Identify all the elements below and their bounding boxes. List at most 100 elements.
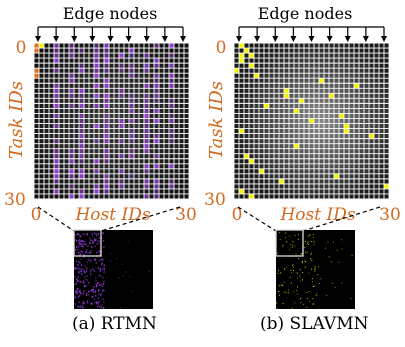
matrix-cell (144, 63, 149, 69)
thumb-dot (76, 278, 78, 280)
thumb-dot (285, 232, 287, 234)
matrix-cell (169, 183, 174, 189)
thumb-dot (76, 293, 78, 295)
matrix-cell (54, 163, 59, 169)
thumb-dot (86, 249, 88, 251)
thumb-dot (96, 239, 98, 242)
thumb-dot (302, 272, 304, 274)
thumb-dot (309, 235, 311, 237)
thumb-dot (98, 259, 100, 262)
thumb-dot (351, 254, 353, 256)
thumb-dot (92, 288, 94, 291)
matrix-cell (69, 183, 74, 189)
matrix-cell (154, 78, 159, 84)
matrix-cell (244, 153, 249, 159)
matrix-cell (129, 103, 134, 109)
thumb-dot (90, 269, 92, 271)
thumb-dot (86, 267, 88, 270)
matrix-cell (144, 113, 149, 119)
thumb-dot (101, 258, 103, 261)
matrix-cell (69, 193, 74, 199)
thumb-dot (328, 256, 330, 258)
thumb-dot (76, 267, 78, 269)
matrix-cell (384, 183, 389, 189)
matrix-cell (169, 73, 174, 79)
matrix-cell (54, 153, 59, 159)
matrix-cell (129, 153, 134, 159)
thumb-dot (311, 278, 313, 280)
matrix-cell (119, 93, 124, 99)
thumb-dot (341, 239, 343, 241)
matrix-cell (79, 118, 84, 124)
thumb-dot (99, 251, 101, 253)
thumb-dot (277, 252, 279, 254)
matrix-cells (234, 43, 389, 199)
thumb-dot (298, 275, 300, 277)
matrix-cell (169, 163, 174, 169)
matrix-cell (69, 88, 74, 94)
thumb-dot (102, 307, 104, 309)
thumb-dot (297, 293, 298, 295)
thumb-dot (82, 233, 84, 236)
matrix-cell (104, 58, 109, 64)
thumb-dot (110, 260, 112, 262)
thumb-dot (84, 276, 86, 278)
thumb-dot (127, 240, 129, 242)
arrow-head (326, 36, 333, 42)
thumb-dot (79, 268, 81, 270)
thumb-dot (304, 241, 306, 242)
thumb-dot (95, 290, 97, 292)
thumb-dot (292, 244, 294, 246)
thumb-dot (80, 264, 82, 266)
matrix-cell (54, 48, 59, 54)
matrix-cell (79, 188, 84, 194)
matrix-cell (34, 43, 39, 49)
thumb-dot (297, 277, 299, 279)
thumb-dot (86, 275, 88, 277)
matrix-cell (129, 73, 134, 79)
matrix-cell (154, 88, 159, 94)
matrix-cell (54, 43, 59, 49)
thumb-dot (79, 236, 81, 238)
thumb-dot (90, 249, 92, 252)
thumb-dot (320, 278, 322, 280)
thumb-dot (94, 245, 96, 247)
matrix-cell (369, 133, 374, 139)
thumb-dot (101, 304, 103, 306)
y-axis-label: Task IDs (6, 81, 27, 159)
thumb-dot (77, 267, 79, 270)
matrix-cell (104, 158, 109, 164)
edge-node-arrows (236, 26, 387, 42)
thumb-dot (350, 298, 352, 299)
matrix-cell (129, 48, 134, 54)
matrix-cell (144, 148, 149, 154)
thumb-dot (103, 301, 105, 304)
matrix-cell (79, 193, 84, 199)
matrix-cell (104, 128, 109, 134)
x-tick-right: 30 (175, 205, 197, 225)
thumb-dot (88, 294, 90, 296)
thumb-dot (95, 295, 97, 297)
thumb-dot (116, 258, 118, 260)
matrix-cell (104, 53, 109, 59)
matrix-cell (104, 148, 109, 154)
thumb-dot (78, 301, 80, 303)
arrow-head (35, 36, 41, 42)
matrix-cell (104, 153, 109, 159)
matrix-cell (239, 58, 244, 64)
thumb-dot (100, 306, 103, 309)
thumb-dot (103, 289, 105, 292)
matrix-cell (154, 188, 159, 194)
thumb-dot (92, 295, 94, 298)
matrix-cell (254, 73, 259, 79)
edge-nodes-label: Edge nodes (258, 4, 353, 23)
matrix-cell (279, 178, 284, 184)
thumb-dot (100, 293, 102, 295)
thumb-dot (75, 291, 77, 294)
thumb-dot (276, 302, 277, 304)
matrix-cell (284, 88, 289, 94)
thumb-dot (290, 272, 292, 274)
thumb-dot (84, 265, 86, 267)
zoom-box (275, 229, 304, 257)
thumb-dot (283, 281, 285, 283)
